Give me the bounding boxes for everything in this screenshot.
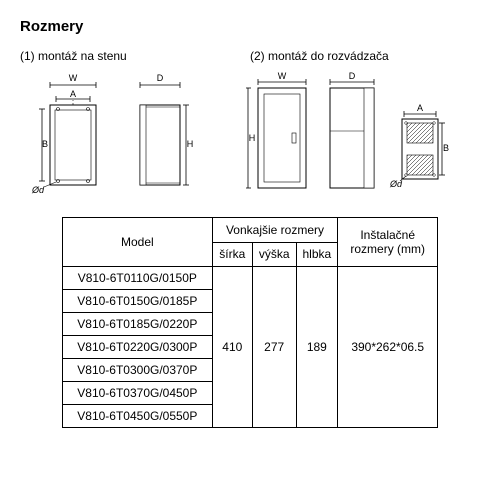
label-H2: H	[249, 133, 256, 143]
label-D: D	[157, 73, 164, 83]
label-A2: A	[417, 103, 423, 113]
label-H: H	[187, 139, 194, 149]
cell-width: 410	[212, 267, 252, 428]
th-outer: Vonkajšie rozmery	[212, 218, 337, 243]
diagram-cabinet-mount: W H D A	[246, 67, 476, 197]
label-W: W	[69, 73, 78, 83]
cell-height: 277	[252, 267, 296, 428]
diagram-caption-2: (2) montáž do rozvádzača	[250, 49, 480, 63]
table-row: V810-6T0300G/0370P	[62, 359, 212, 382]
diagram-wall-mount: W A B Ød D	[20, 67, 240, 197]
cell-install: 390*262*06.5	[338, 267, 438, 428]
cell-depth: 189	[296, 267, 338, 428]
label-W2: W	[278, 71, 287, 81]
label-D2: D	[349, 71, 356, 81]
label-B2: B	[443, 143, 449, 153]
table-row: V810-6T0185G/0220P	[62, 313, 212, 336]
table-row: V810-6T0110G/0150P	[62, 267, 212, 290]
th-model: Model	[62, 218, 212, 267]
label-phi-1: Ød	[31, 185, 45, 195]
section-title: Rozmery	[20, 18, 480, 35]
diagram-caption-1: (1) montáž na stenu	[20, 49, 250, 63]
table-row: V810-6T0150G/0185P	[62, 290, 212, 313]
table-row: V810-6T0220G/0300P	[62, 336, 212, 359]
label-A: A	[70, 89, 76, 99]
th-width: šírka	[212, 242, 252, 267]
table-row: V810-6T0370G/0450P	[62, 382, 212, 405]
label-B: B	[42, 139, 48, 149]
diagram-row: W A B Ød D	[20, 67, 480, 197]
th-height: výška	[252, 242, 296, 267]
table-row: V810-6T0450G/0550P	[62, 405, 212, 428]
th-depth: hlbka	[296, 242, 338, 267]
dimensions-table: Model Vonkajšie rozmery Inštalačné rozme…	[62, 217, 438, 428]
th-install: Inštalačné rozmery (mm)	[338, 218, 438, 267]
